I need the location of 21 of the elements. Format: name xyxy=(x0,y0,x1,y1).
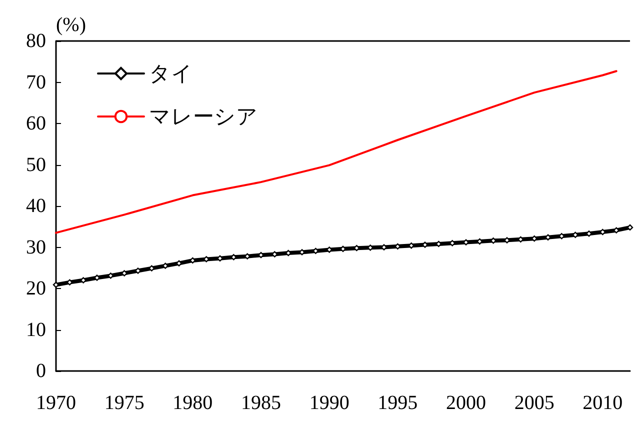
x-tick-label: 1990 xyxy=(309,392,350,414)
legend-label: マレーシア xyxy=(149,104,258,128)
y-tick-label: 10 xyxy=(26,318,46,341)
y-tick-label: 50 xyxy=(26,154,46,176)
y-axis-title: (%) xyxy=(56,14,86,36)
y-tick-label: 0 xyxy=(36,360,46,382)
x-tick-label: 1980 xyxy=(172,392,213,414)
x-tick-label: 1970 xyxy=(36,392,76,414)
y-tick-label: 20 xyxy=(26,278,46,300)
x-tick-label: 2005 xyxy=(514,392,554,414)
x-tick-label: 2000 xyxy=(446,392,486,414)
y-tick-label: 30 xyxy=(26,236,46,258)
y-tick-label: 80 xyxy=(26,30,46,52)
y-tick-label: 70 xyxy=(26,71,46,94)
x-tick-label: 1995 xyxy=(378,392,418,414)
legend-label: タイ xyxy=(149,62,193,86)
x-tick-label: 1985 xyxy=(241,392,281,414)
y-tick-label: 60 xyxy=(26,112,46,134)
x-tick-label: 2010 xyxy=(582,392,623,414)
y-tick-label: 40 xyxy=(26,195,46,217)
x-tick-label: 1975 xyxy=(104,392,144,414)
